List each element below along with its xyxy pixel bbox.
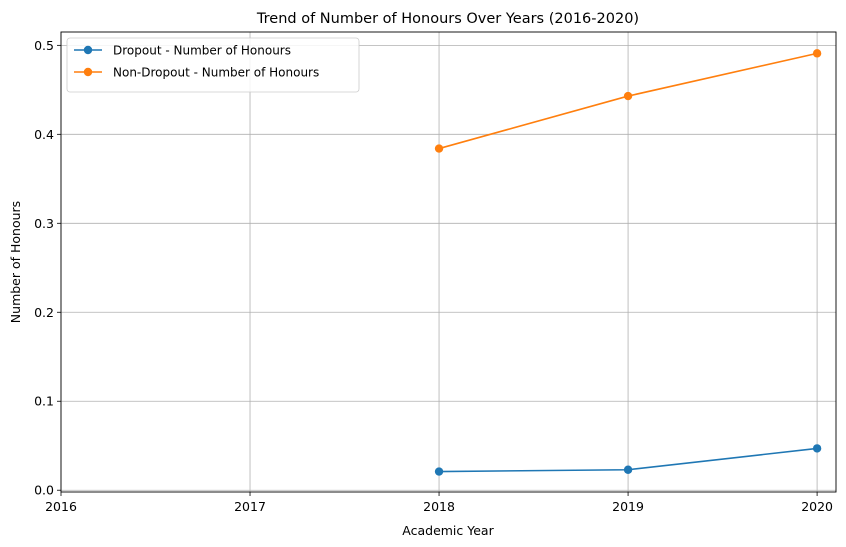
y-tick-label: 0.3 bbox=[34, 216, 54, 231]
y-tick-label: 0.4 bbox=[34, 127, 54, 142]
grid-lines bbox=[60, 32, 836, 492]
series-1-point bbox=[623, 91, 633, 101]
legend-swatch-marker bbox=[83, 45, 93, 55]
series-0-point bbox=[812, 444, 822, 453]
y-tick-label: 0.0 bbox=[34, 483, 54, 498]
x-tick-label: 2019 bbox=[612, 499, 644, 514]
legend-entry-label: Non-Dropout - Number of Honours bbox=[113, 66, 319, 80]
series-0-point bbox=[434, 467, 444, 476]
x-tick-label: 2018 bbox=[423, 499, 455, 514]
legend-box bbox=[66, 37, 360, 93]
legend: Dropout - Number of Honours Non-Dropout -… bbox=[66, 37, 360, 93]
series-group bbox=[434, 49, 822, 476]
y-tick-label: 0.5 bbox=[34, 38, 54, 53]
x-tick-label: 2017 bbox=[234, 499, 266, 514]
legend-swatch-marker bbox=[83, 67, 93, 77]
x-axis-label: Academic Year bbox=[402, 523, 494, 538]
series-1-point bbox=[812, 49, 822, 58]
series-0-point bbox=[623, 465, 633, 474]
series-1-point bbox=[434, 144, 444, 153]
x-tick-label: 2016 bbox=[45, 499, 77, 514]
x-axis-ticks: 2016 2017 2018 2019 2020 bbox=[45, 492, 833, 514]
y-axis-label: Number of Honours bbox=[8, 201, 23, 323]
y-tick-label: 0.1 bbox=[34, 394, 54, 409]
x-tick-label: 2020 bbox=[801, 499, 833, 514]
y-tick-label: 0.2 bbox=[34, 305, 54, 320]
legend-entry-label: Dropout - Number of Honours bbox=[113, 44, 291, 58]
chart-title: Trend of Number of Honours Over Years (2… bbox=[256, 11, 639, 27]
plot-area-frame bbox=[60, 31, 837, 493]
y-axis-ticks: 0.0 0.1 0.2 0.3 0.4 0.5 bbox=[34, 38, 61, 498]
